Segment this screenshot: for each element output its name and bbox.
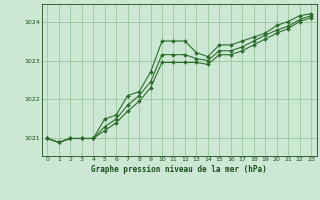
X-axis label: Graphe pression niveau de la mer (hPa): Graphe pression niveau de la mer (hPa) bbox=[91, 165, 267, 174]
